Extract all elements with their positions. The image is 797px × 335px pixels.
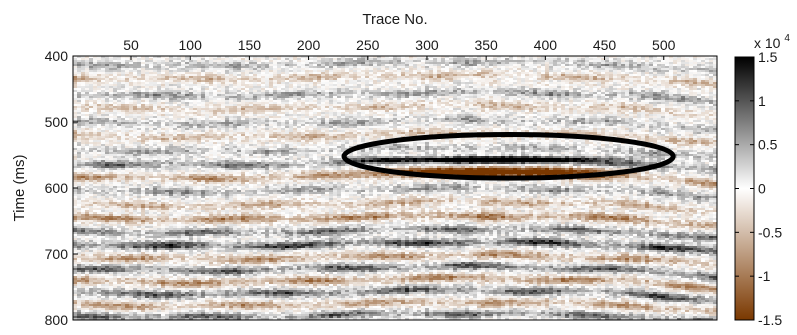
x-tick-label: 400 [534, 37, 558, 53]
x-tick-labels: 50 100 150 200 250 300 350 400 450 500 [123, 37, 675, 53]
x-tick-label: 100 [179, 37, 203, 53]
colorbar-tick-label: 0 [758, 181, 766, 197]
y-tick-label: 800 [45, 312, 69, 328]
colorbar-tick-label: -0.5 [758, 224, 782, 240]
colorbar-multiplier: x 10 4 [754, 33, 790, 51]
colorbar-tick-label: 1.5 [758, 49, 778, 65]
y-tick-label: 400 [45, 48, 69, 64]
x-tick-label: 200 [297, 37, 321, 53]
y-tick-label: 500 [45, 114, 69, 130]
seismic-amplitude-image [73, 56, 718, 321]
x-tick-label: 450 [593, 37, 617, 53]
y-tick-label: 600 [45, 180, 69, 196]
x-tick-label: 150 [238, 37, 262, 53]
y-axis-label: Time (ms) [11, 155, 28, 222]
y-tick-labels: 400 500 600 700 800 [45, 48, 69, 328]
x-tick-label: 250 [356, 37, 380, 53]
colorbar-tick-label: 1 [758, 93, 766, 109]
colorbar-multiplier-exponent: 4 [784, 33, 790, 44]
colorbar-tick-label: -1.5 [758, 312, 782, 328]
y-tick-label: 700 [45, 246, 69, 262]
x-tick-label: 50 [123, 37, 139, 53]
x-tick-label: 500 [652, 37, 676, 53]
x-tick-label: 300 [415, 37, 439, 53]
colorbar-tick-label: -1 [758, 268, 771, 284]
colorbar-multiplier-base: x 10 [754, 35, 781, 51]
x-tick-label: 350 [474, 37, 498, 53]
x-axis-label: Trace No. [362, 11, 427, 28]
colorbar-tick-label: 0.5 [758, 137, 778, 153]
